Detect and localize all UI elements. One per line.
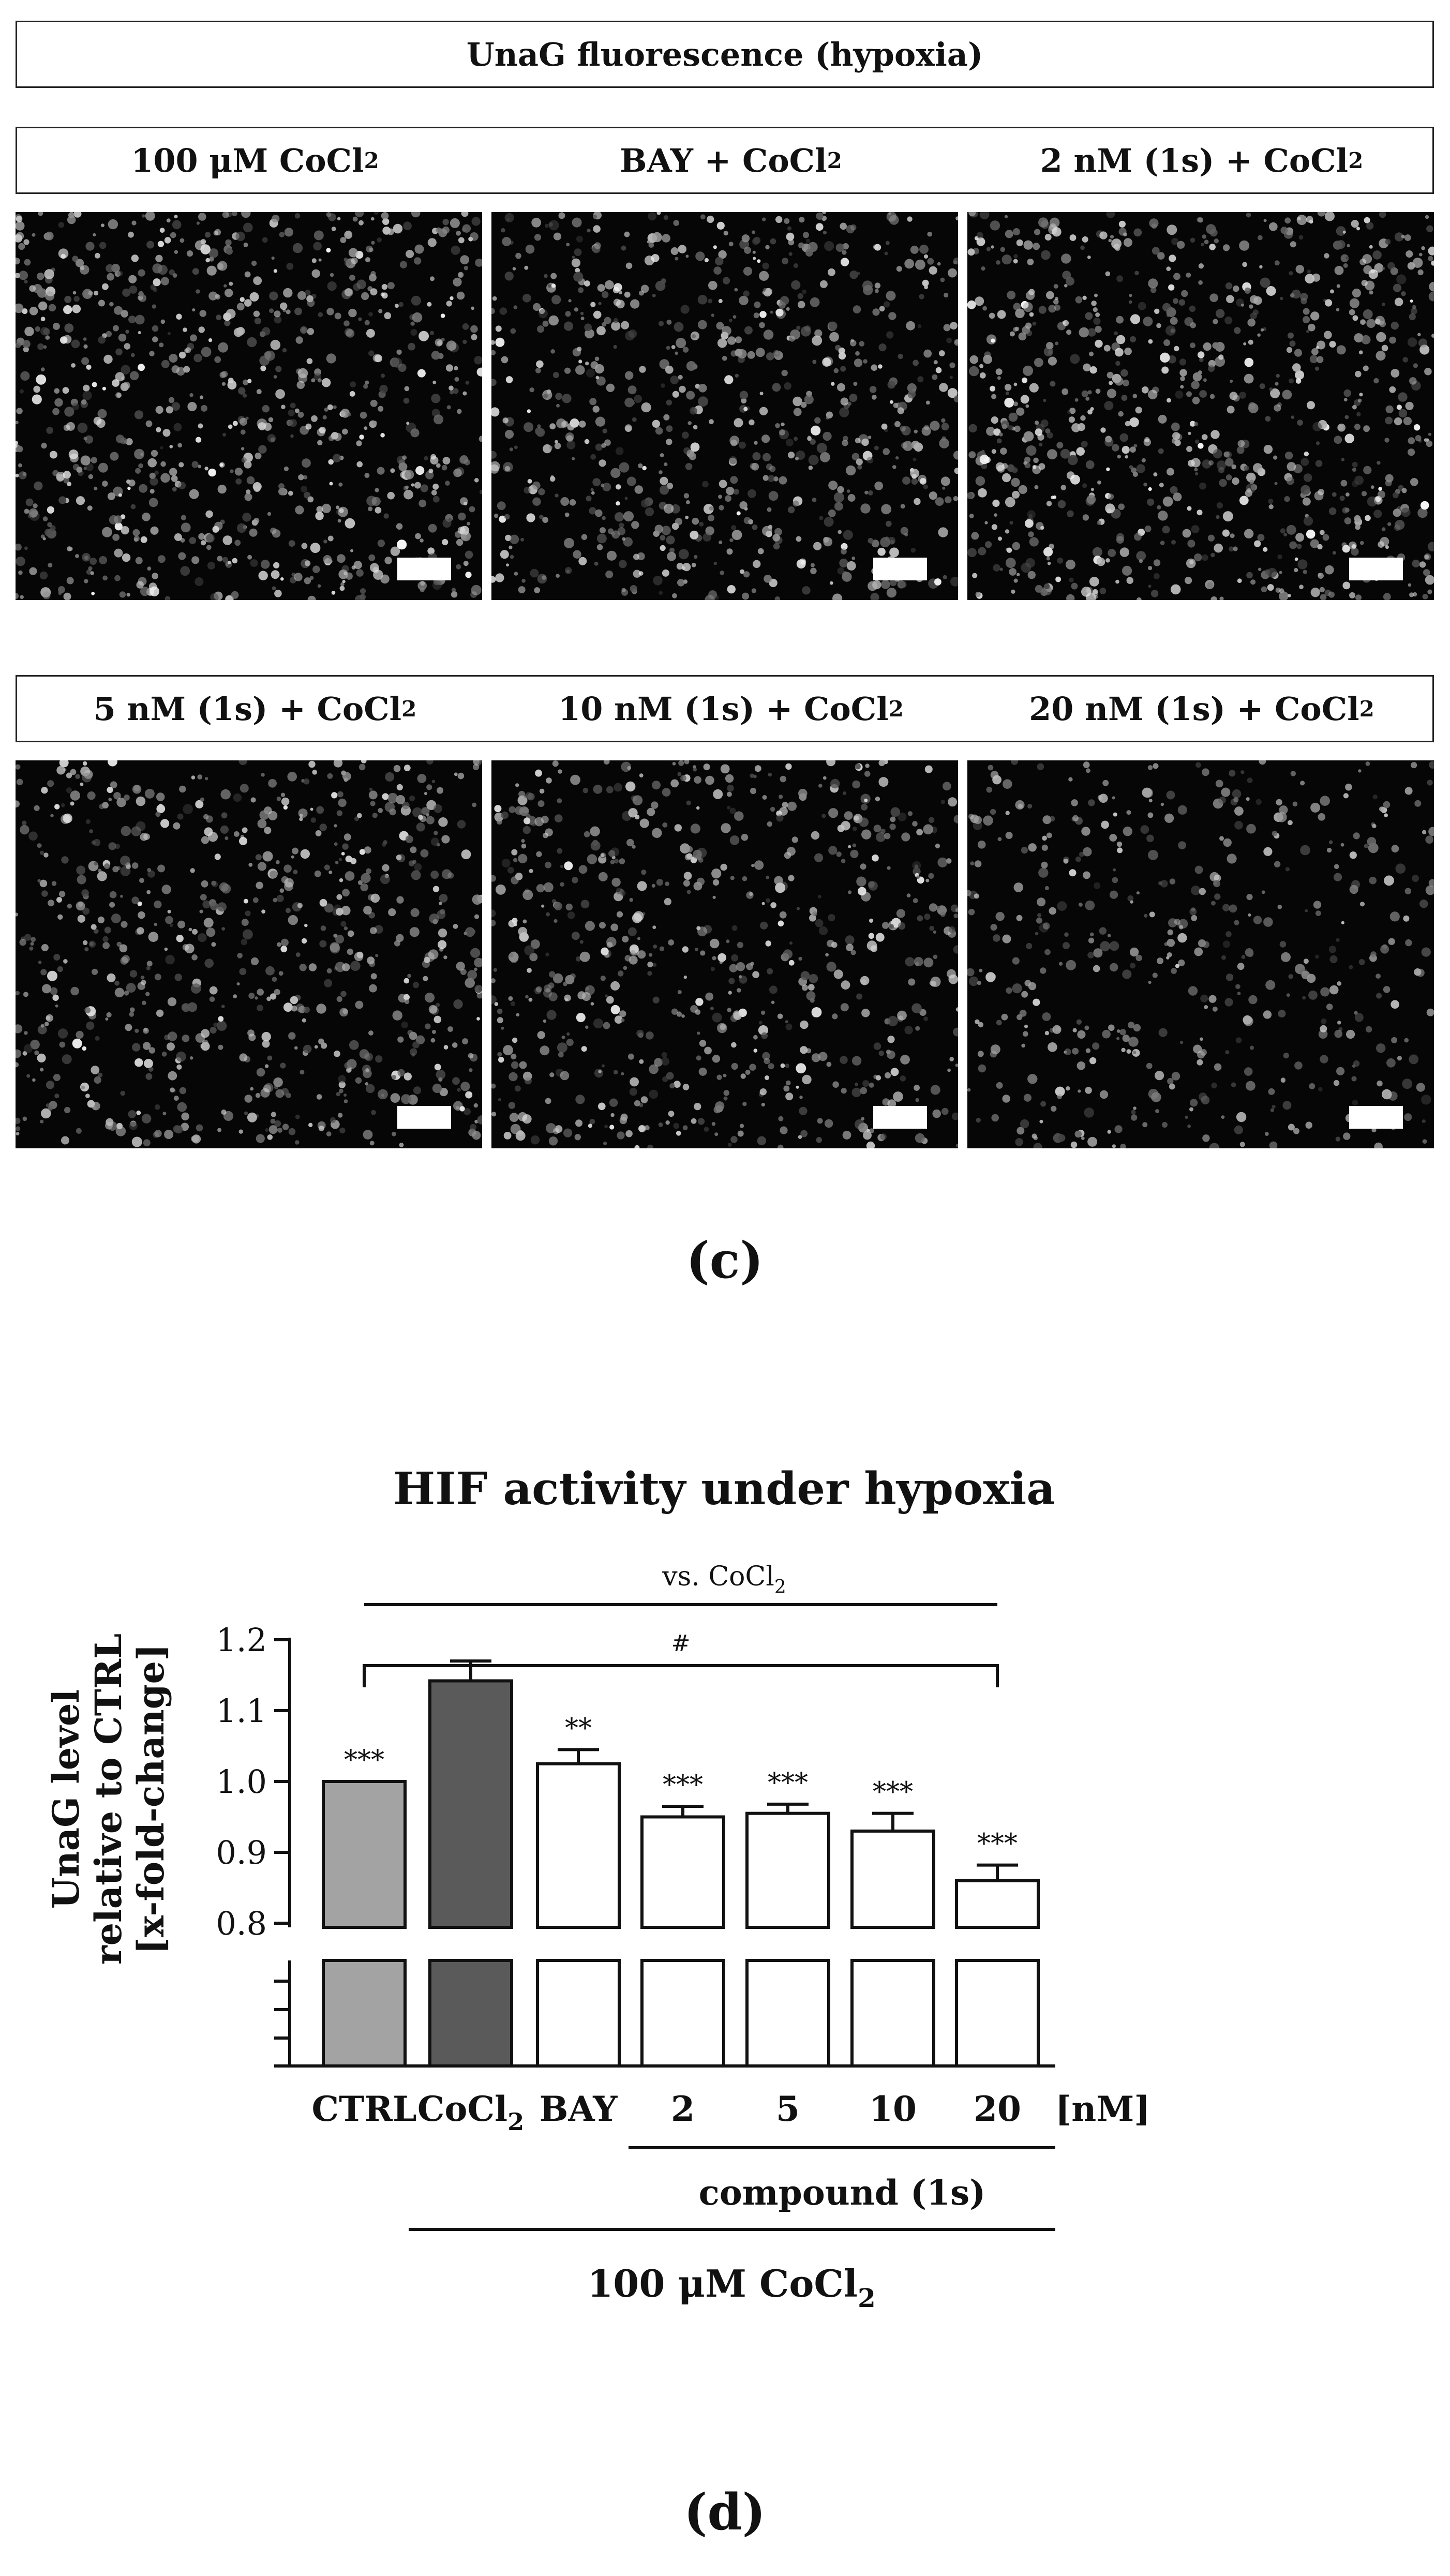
hash-bracket: [363, 1664, 999, 1687]
significance-marker: ***: [977, 1829, 1018, 1860]
micrograph-10nm-cocl2: [491, 760, 958, 1148]
significance-marker: ***: [344, 1745, 384, 1776]
axis-break-gap: [321, 1929, 1045, 1959]
category-label: CTRL: [312, 2089, 417, 2129]
scale-bar: [397, 1106, 451, 1129]
unit-label: [nM]: [1055, 2089, 1150, 2129]
category-label: 20: [974, 2089, 1021, 2129]
panel-c-header-box: UnaG fluorescence (hypoxia): [16, 21, 1434, 88]
category-label: BAY: [540, 2089, 618, 2129]
bar-upper: [745, 1811, 830, 1929]
label-2nm-cocl2: 2 nM (1s) + CoCl 2: [1040, 141, 1364, 179]
micrograph-20nm-cocl2: [967, 760, 1434, 1148]
scale-bar: [1349, 1106, 1403, 1129]
scale-bar: [397, 558, 451, 580]
scale-bar: [873, 558, 927, 580]
bar-lower: [955, 1959, 1040, 2068]
panel-d-letter: (d): [684, 2483, 766, 2541]
bar-upper: [955, 1879, 1040, 1929]
label-5nm-cocl2: 5 nM (1s) + CoCl 2: [93, 690, 417, 728]
label-10nm-cocl2: 10 nM (1s) + CoCl 2: [558, 690, 904, 728]
micrograph-bay-cocl2: [491, 212, 958, 600]
y-tick-label: 1.1: [216, 1692, 267, 1730]
bar-upper: [850, 1829, 935, 1929]
row2-label-bar: 5 nM (1s) + CoCl 2 10 nM (1s) + CoCl 2 20 …: [16, 675, 1434, 742]
y-tick-label: 1.0: [216, 1763, 267, 1801]
label-bay-cocl2: BAY + CoCl 2: [620, 141, 842, 179]
y-axis-label: UnaG levelrelative to CTRL[x-fold-change…: [44, 1634, 172, 1965]
bar-lower: [428, 1959, 513, 2068]
panel-c-letter: (c): [686, 1231, 764, 1290]
significance-marker: ***: [663, 1770, 703, 1801]
significance-marker: **: [565, 1713, 592, 1744]
micrograph-5nm-cocl2: [16, 760, 482, 1148]
hif-activity-chart: HIF activity under hypoxia vs. CoCl2 # UnaG…: [44, 1463, 1150, 2313]
chart-title: HIF activity under hypoxia: [393, 1463, 1055, 1515]
bar-lower: [322, 1959, 407, 2068]
panel-c-header: UnaG fluorescence (hypoxia): [466, 35, 983, 73]
y-tick-label: 0.9: [216, 1834, 267, 1871]
label-20nm-cocl2: 20 nM (1s) + CoCl 2: [1029, 690, 1374, 728]
scale-bar: [1349, 558, 1403, 580]
bar-upper: [428, 1679, 513, 1929]
category-label: 2: [671, 2089, 695, 2129]
y-tick-label: 0.8: [216, 1905, 267, 1942]
scale-bar: [873, 1106, 927, 1129]
comparison-label: vs. CoCl2: [662, 1561, 786, 1598]
bar-upper: [536, 1762, 621, 1929]
micrograph-100um-cocl2: [16, 212, 482, 600]
bar-upper: [322, 1780, 407, 1929]
hash-label: #: [671, 1630, 691, 1657]
bar-lower: [850, 1959, 935, 2068]
micrograph-2nm-cocl2: [967, 212, 1434, 600]
category-label: CoCl2: [417, 2089, 524, 2136]
label-100um-cocl2: 100 μM CoCl 2: [131, 141, 379, 179]
significance-marker: ***: [873, 1777, 913, 1808]
category-label: 5: [776, 2089, 800, 2129]
bar-lower: [640, 1959, 725, 2068]
bar-lower: [536, 1959, 621, 2068]
row1-label-bar: 100 μM CoCl 2 BAY + CoCl 2 2 nM (1s) + CoC…: [16, 127, 1434, 194]
bar-upper: [640, 1815, 725, 1929]
category-label: 10: [869, 2089, 917, 2129]
significance-marker: ***: [768, 1768, 808, 1799]
cocl2-group-label: 100 μM CoCl2: [587, 2262, 876, 2313]
bar-lower: [745, 1959, 830, 2068]
y-tick-label: 1.2: [216, 1621, 267, 1659]
compound-group-label: compound (1s): [699, 2173, 986, 2213]
